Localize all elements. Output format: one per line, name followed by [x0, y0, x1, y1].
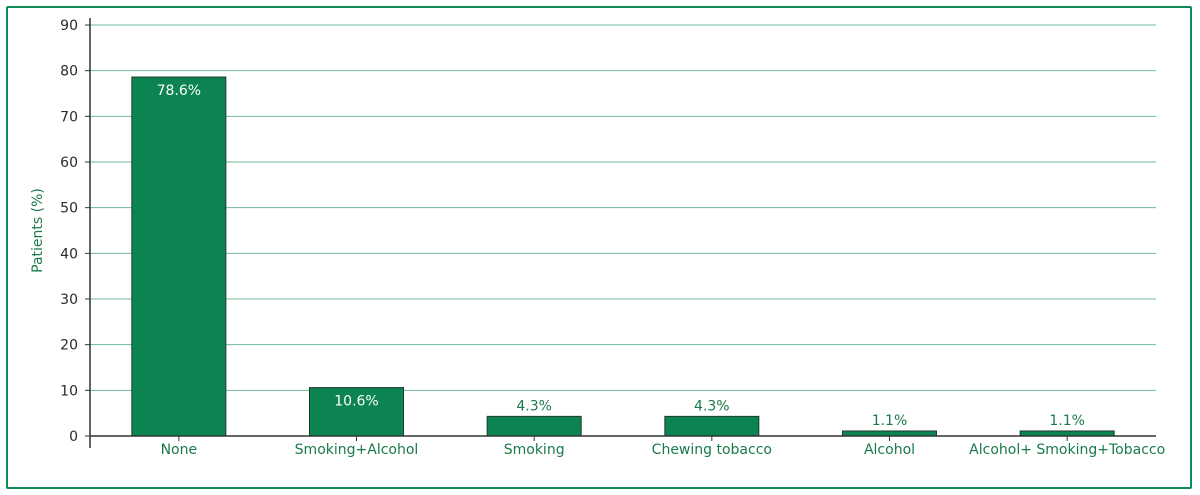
- x-tick-label: Chewing tobacco: [652, 442, 772, 458]
- bar-0: [131, 76, 227, 437]
- bar-3: [664, 415, 760, 437]
- y-axis-label: Patients (%): [30, 188, 46, 273]
- x-tick-label: Alcohol+ Smoking+Tobacco: [969, 442, 1165, 458]
- bar-2: [486, 415, 582, 437]
- y-tick-label: 50: [60, 201, 78, 217]
- data-labels: 78.6% 10.6% 4.3% 4.3% 1.1% 1.1%: [157, 83, 1085, 429]
- x-tick-label: None: [161, 442, 198, 458]
- x-tick-label: Smoking: [504, 442, 565, 458]
- data-label-2: 4.3%: [516, 398, 552, 414]
- y-tick-label: 60: [60, 155, 78, 171]
- y-axis-ticks: 0 10 20 30 40 50 60 70 80 90: [60, 18, 90, 445]
- y-tick-label: 80: [60, 64, 78, 80]
- bar-4: [842, 430, 937, 437]
- y-tick-label: 10: [60, 383, 78, 399]
- data-label-1: 10.6%: [334, 394, 378, 410]
- y-tick-label: 0: [69, 429, 78, 445]
- bars: [131, 76, 1115, 437]
- chart-frame: [6, 6, 1192, 489]
- data-label-5: 1.1%: [1049, 413, 1085, 429]
- data-label-0: 78.6%: [157, 83, 201, 99]
- y-tick-label: 30: [60, 292, 78, 308]
- gridlines: [90, 24, 1156, 391]
- y-tick-label: 70: [60, 109, 78, 125]
- data-label-3: 4.3%: [694, 398, 730, 414]
- y-tick-label: 90: [60, 18, 78, 34]
- x-tick-label: Alcohol: [864, 442, 915, 458]
- bar-5: [1019, 430, 1115, 437]
- x-tick-label: Smoking+Alcohol: [295, 442, 419, 458]
- x-axis-categories: None Smoking+Alcohol Smoking Chewing tobacc…: [161, 436, 1165, 458]
- y-tick-label: 20: [60, 338, 78, 354]
- y-tick-label: 40: [60, 246, 78, 262]
- data-label-4: 1.1%: [872, 413, 908, 429]
